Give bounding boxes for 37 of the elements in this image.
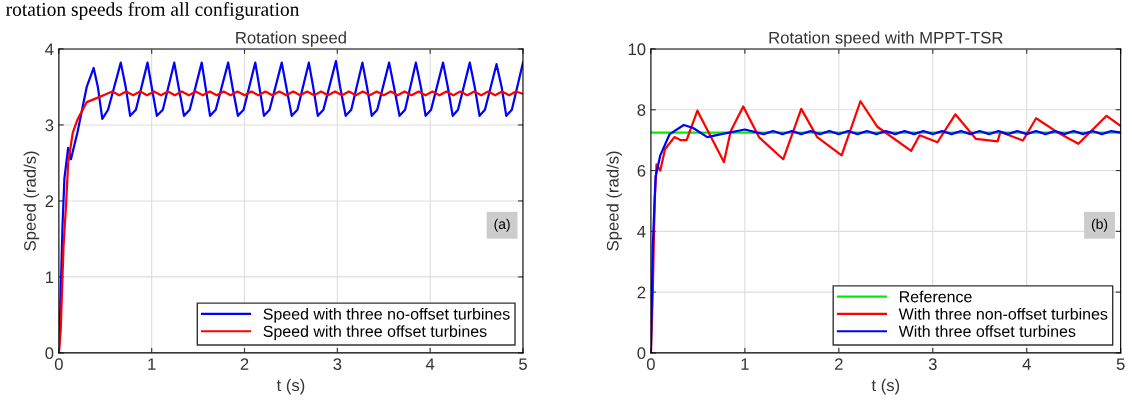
annotation: (b)	[1091, 218, 1108, 232]
x-tick-label: 0	[54, 358, 63, 371]
x-tick-label: 4	[425, 358, 435, 370]
y-axis-title: Speed (rad/s)	[23, 151, 40, 251]
x-tick-label: 2	[240, 358, 249, 370]
y-tick-label: 3	[45, 119, 54, 132]
legend-label: With three non-offset turbines	[898, 307, 1108, 320]
x-tick-label: 0	[646, 358, 655, 371]
x-tick-label: 5	[1116, 358, 1125, 371]
x-axis-title: t (s)	[871, 378, 900, 395]
y-tick-label: 4	[637, 225, 646, 238]
y-tick-label: 4	[45, 43, 54, 55]
x-axis-title: t (s)	[276, 378, 305, 395]
legend-label: Reference	[899, 290, 972, 303]
x-tick-label: 5	[519, 358, 527, 371]
x-tick-label: 4	[1022, 358, 1031, 370]
y-axis-title: Speed (rad/s)	[606, 151, 622, 251]
y-tick-label: 10	[628, 43, 646, 56]
chart-title: Rotation speed	[236, 31, 346, 47]
y-tick-label: 1	[46, 271, 54, 283]
x-tick-label: 1	[148, 358, 156, 370]
y-tick-label: 8	[637, 104, 646, 116]
y-tick-label: 2	[637, 286, 646, 299]
legend-label: Speed with three no-offset turbines	[263, 307, 510, 323]
x-tick-label: 3	[333, 358, 342, 371]
y-tick-label: 6	[637, 164, 646, 177]
legend-label: With three offset turbines	[898, 325, 1076, 337]
text: rotation speeds from all configuration	[6, 2, 300, 20]
legend-label: Speed with three offset turbines	[263, 325, 487, 341]
x-tick-label: 1	[741, 358, 749, 370]
y-tick-label: 0	[637, 347, 646, 360]
x-tick-label: 2	[835, 358, 843, 370]
chart-title: Rotation speed with MPPT-TSR	[769, 31, 1003, 47]
annotation: (a)	[494, 218, 510, 232]
y-tick-label: 2	[45, 195, 54, 207]
y-tick-label: 0	[45, 347, 54, 360]
x-tick-label: 3	[928, 358, 937, 371]
